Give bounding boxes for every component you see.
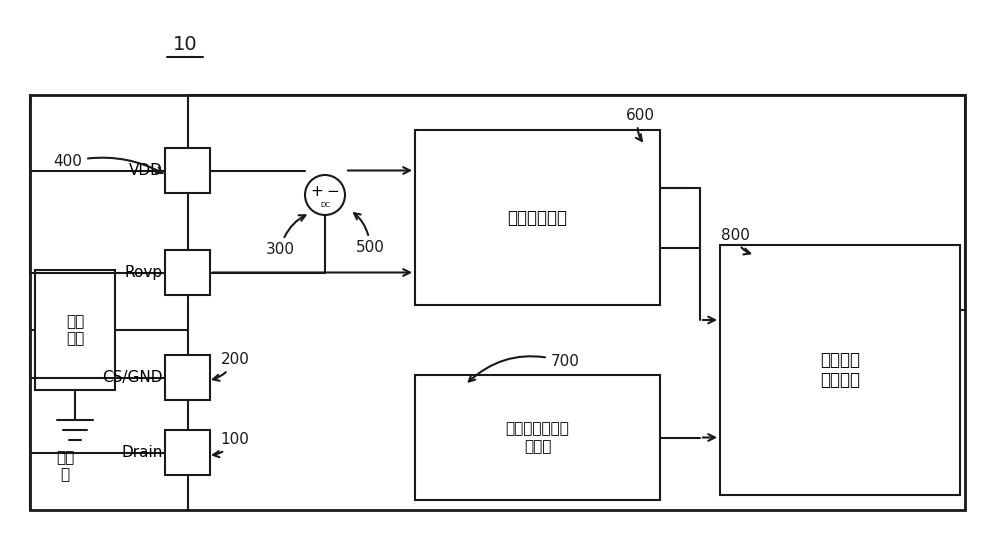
Bar	[415, 130, 660, 305]
Bar	[165, 148, 210, 193]
Bar	[30, 95, 965, 510]
Text: Drain: Drain	[122, 445, 163, 460]
Text: Rovp: Rovp	[125, 265, 163, 280]
Text: 400: 400	[54, 154, 163, 173]
Text: 800: 800	[721, 228, 750, 255]
Text: 电感消磁时间检
测模块: 电感消磁时间检 测模块	[506, 422, 569, 453]
Text: 200: 200	[213, 353, 249, 381]
Text: −: −	[327, 183, 339, 198]
Text: 系统
地: 系统 地	[56, 450, 74, 482]
Bar	[165, 250, 210, 295]
Bar	[35, 270, 115, 390]
Text: 过压保护
触发模块: 过压保护 触发模块	[820, 350, 860, 390]
Bar	[720, 245, 960, 495]
Text: DC: DC	[320, 202, 330, 208]
Text: 300: 300	[266, 215, 305, 257]
Text: 700: 700	[469, 354, 579, 381]
Bar	[165, 355, 210, 400]
Text: 100: 100	[213, 433, 249, 457]
Text: CS/GND: CS/GND	[103, 370, 163, 385]
Text: 10: 10	[173, 35, 197, 54]
Text: 标准计时模块: 标准计时模块	[508, 208, 568, 226]
Text: 500: 500	[354, 213, 384, 256]
Text: VDD: VDD	[129, 163, 163, 178]
Bar	[165, 430, 210, 475]
Text: 600: 600	[626, 107, 654, 141]
Text: +: +	[311, 183, 323, 198]
Text: 外接
电路: 外接 电路	[66, 314, 84, 346]
Bar	[415, 375, 660, 500]
